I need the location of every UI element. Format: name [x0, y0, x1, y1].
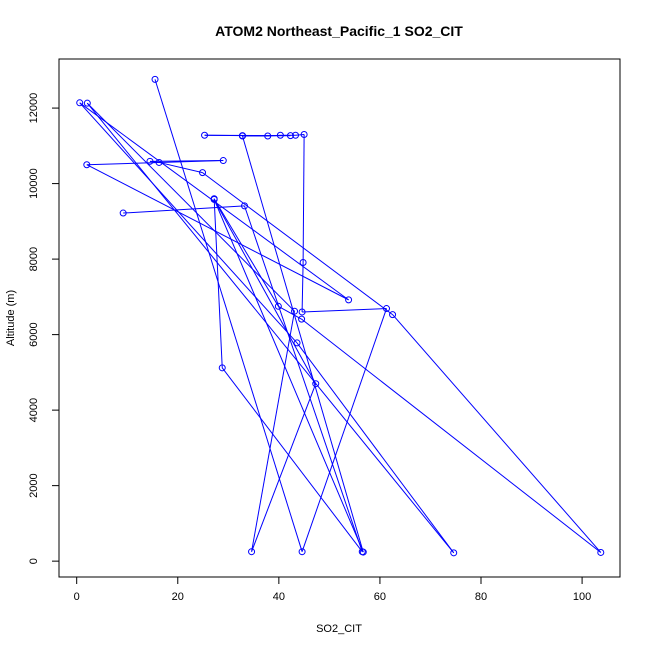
series-segment [301, 308, 387, 552]
data-point [389, 311, 397, 319]
series-segment [251, 383, 317, 552]
data-point [597, 548, 605, 556]
series-segment [202, 172, 393, 316]
series-segment [149, 160, 160, 163]
data-point [210, 195, 218, 203]
data-point [298, 315, 306, 323]
series-segment [278, 305, 302, 320]
data-point [298, 308, 306, 316]
data-point [286, 132, 294, 140]
data-point [276, 131, 284, 139]
series-segment [244, 205, 363, 552]
x-axis-label: SO2_CIT [316, 623, 362, 635]
series-segment [221, 367, 363, 553]
x-tick-label: 0 [74, 591, 80, 603]
data-point [291, 307, 299, 315]
chart-title: ATOM2 Northeast_Pacific_1 SO2_CIT [215, 23, 463, 39]
x-tick-label: 60 [374, 591, 386, 603]
y-axis: 0 2000 4000 6000 8000 10000 12000 [28, 93, 60, 564]
data-point [274, 302, 282, 310]
x-tick-label: 20 [172, 591, 184, 603]
data-point [298, 548, 306, 556]
data-point [358, 548, 366, 556]
data-point [151, 75, 159, 83]
data-point [312, 380, 320, 388]
series-segment [301, 262, 304, 312]
series-layer [76, 75, 605, 557]
data-point [299, 259, 307, 266]
data-point [300, 131, 308, 139]
y-tick-label: 6000 [28, 322, 40, 346]
data-point [219, 157, 227, 165]
y-tick-label: 4000 [28, 398, 40, 422]
data-point [76, 99, 84, 107]
series-segment [213, 199, 317, 384]
series-segment [213, 198, 223, 368]
data-point [218, 364, 226, 372]
series-segment [123, 205, 245, 214]
series-segment [241, 135, 364, 553]
series-segment [79, 102, 298, 344]
series-segment [392, 314, 602, 553]
series-segment [86, 164, 349, 301]
y-tick-label: 10000 [28, 168, 40, 199]
y-tick-label: 8000 [28, 247, 40, 271]
data-point [201, 131, 209, 139]
data-point [293, 339, 301, 347]
x-tick-label: 40 [273, 591, 285, 603]
data-point [248, 548, 256, 556]
data-point [264, 132, 272, 140]
data-point [292, 131, 300, 139]
series-segment [302, 134, 305, 263]
series-segment [296, 342, 455, 554]
series-segment [213, 199, 364, 553]
y-axis-label: Altitude (m) [5, 290, 17, 346]
series-segment [154, 79, 303, 552]
series-segment [295, 134, 305, 136]
series-segment [158, 161, 203, 174]
data-point [450, 549, 458, 557]
x-axis: 0 20 40 60 80 100 [74, 576, 591, 603]
data-point [383, 305, 391, 313]
data-point [199, 169, 207, 177]
data-point [345, 296, 353, 304]
data-point [83, 161, 91, 169]
y-tick-label: 12000 [28, 93, 40, 124]
series-segment [213, 198, 279, 307]
y-tick-label: 0 [28, 558, 40, 564]
data-point [155, 158, 163, 166]
data-point [146, 157, 154, 165]
data-point [83, 99, 91, 107]
series-segment [302, 308, 387, 313]
x-tick-label: 100 [573, 591, 591, 603]
plot-frame [58, 58, 621, 578]
series-segment [86, 102, 295, 312]
y-tick-label: 2000 [28, 473, 40, 497]
data-point [238, 132, 246, 140]
series-segment [86, 102, 455, 554]
series-segment [251, 311, 296, 552]
data-point [240, 202, 248, 210]
x-tick-label: 80 [475, 591, 487, 603]
series-segment [301, 318, 602, 553]
data-point [119, 209, 127, 217]
